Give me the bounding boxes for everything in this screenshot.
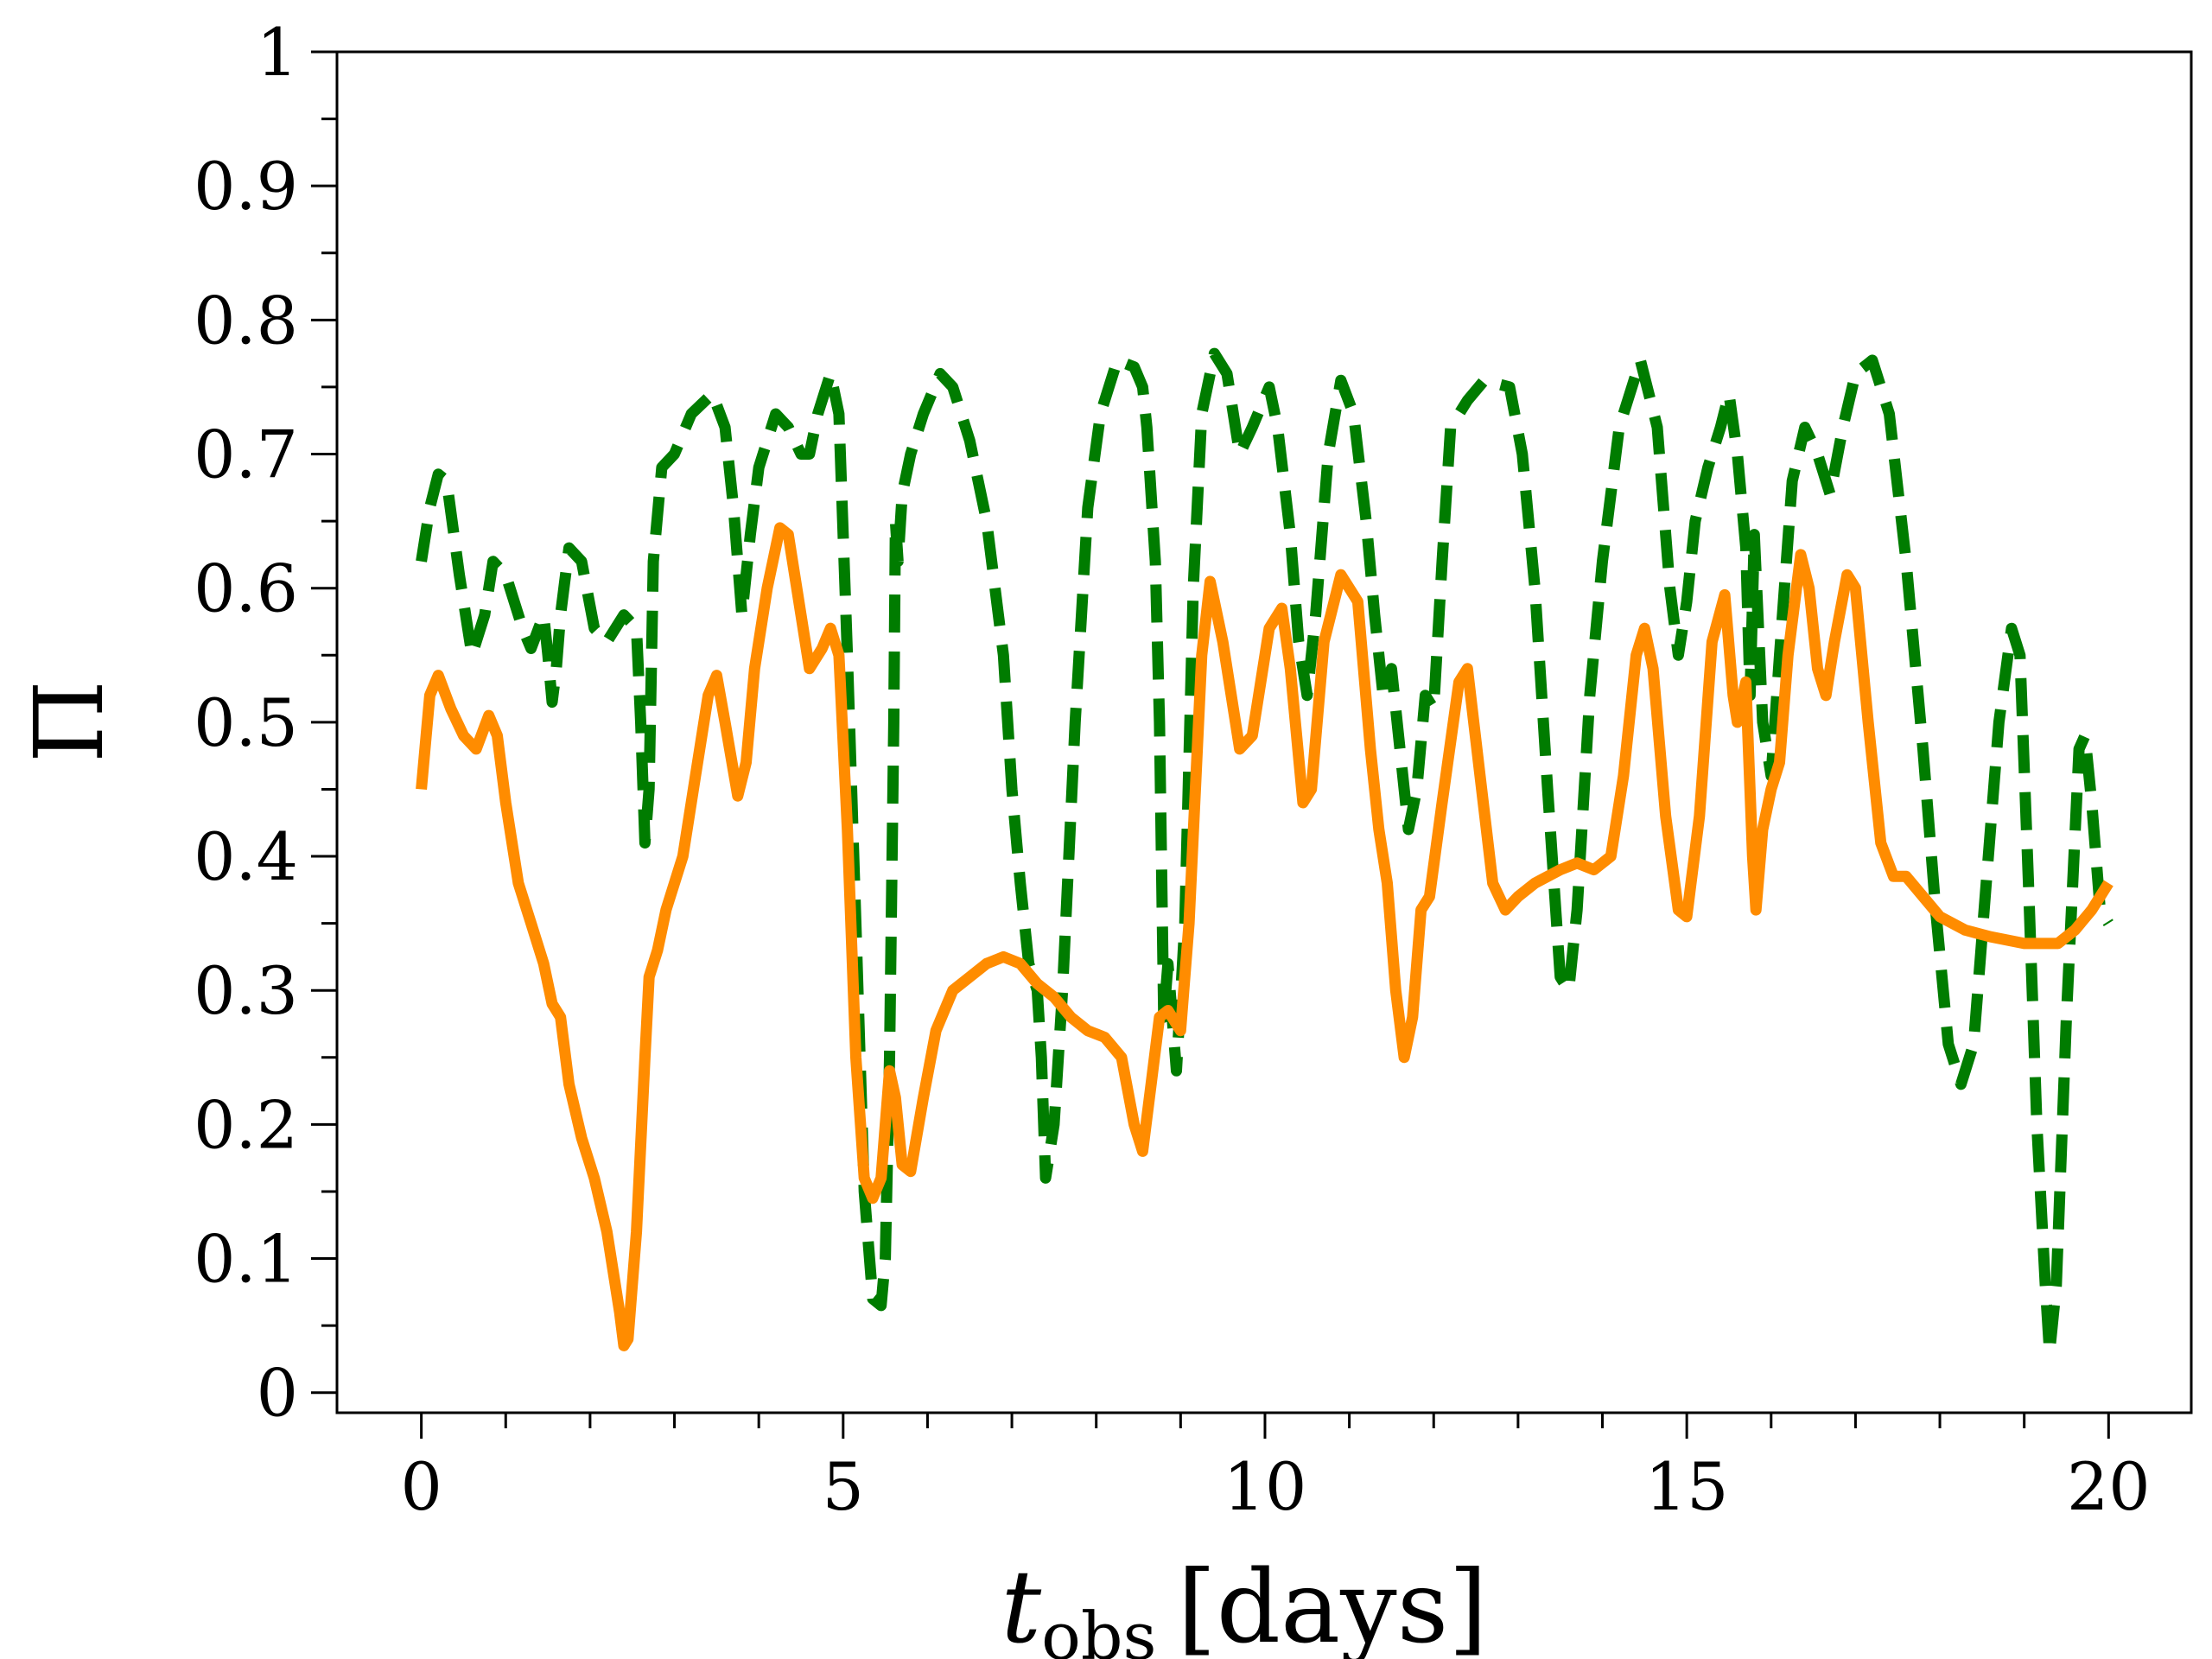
plot-frame <box>335 50 2193 1414</box>
y-axis: 0 0.1 0.2 0.3 0.4 0.5 0.6 0.7 0.8 0.9 1 <box>194 14 337 1432</box>
y-tick-label: 0.8 <box>194 282 298 359</box>
y-tick-label: 0 <box>257 1355 298 1432</box>
y-tick-label: 1 <box>257 14 298 91</box>
series-line-2 <box>416 522 2113 1351</box>
series-layer <box>416 347 2113 1358</box>
x-axis-title: tobs [days] <box>1001 1549 1487 1659</box>
y-tick-label: 0.3 <box>194 952 298 1029</box>
x-tick-label: 0 <box>400 1448 442 1525</box>
y-tick-label: 0.6 <box>194 550 298 627</box>
y-tick-label: 0.7 <box>194 416 298 493</box>
x-axis-title-unit: [days] <box>1178 1549 1488 1659</box>
x-axis-title-subscript: obs <box>1041 1598 1156 1659</box>
y-tick-label: 0.1 <box>194 1221 298 1298</box>
x-axis-title-main: t <box>1001 1549 1041 1659</box>
x-tick-label: 20 <box>2067 1448 2151 1525</box>
x-axis: 0 5 10 15 20 <box>400 1413 2151 1525</box>
y-axis-title: Π <box>14 680 124 763</box>
y-tick-label: 0.2 <box>194 1086 298 1163</box>
x-tick-label: 15 <box>1645 1448 1729 1525</box>
y-tick-label: 0.4 <box>194 818 298 895</box>
series-line-1 <box>416 347 2113 1358</box>
y-tick-label: 0.9 <box>194 148 298 225</box>
x-tick-label: 10 <box>1224 1448 1307 1525</box>
x-tick-label: 5 <box>823 1448 864 1525</box>
y-tick-label: 0.5 <box>194 684 298 761</box>
